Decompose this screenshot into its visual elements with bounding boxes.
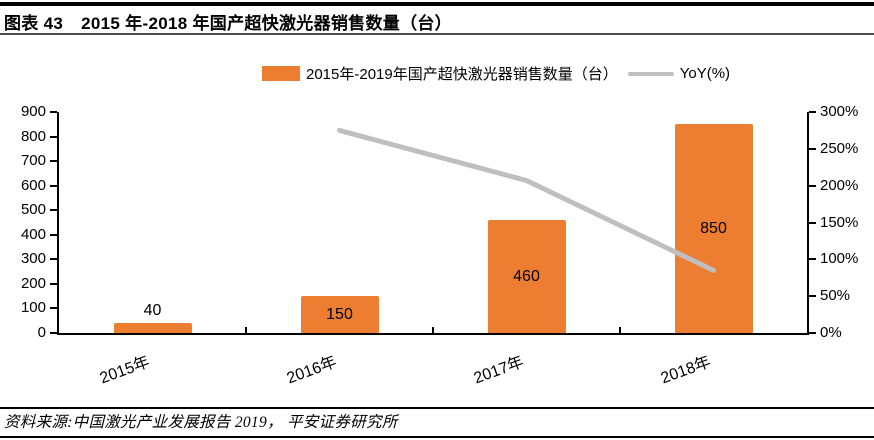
line-series-label: YoY(%)	[679, 65, 731, 82]
x-axis	[57, 333, 809, 335]
y-axis-left-label: 900	[20, 103, 46, 120]
bar-series-label: 2015年-2019年国产超快激光器销售数量（台）	[306, 66, 618, 83]
y-axis-right-label: 200%	[820, 176, 859, 194]
y-axis-left-tick	[50, 233, 57, 236]
y-axis-right	[807, 112, 809, 335]
y-axis-right-tick	[809, 111, 816, 113]
footer-divider-top	[0, 407, 874, 409]
y-axis-right-tick	[809, 258, 816, 261]
y-axis-left-tick	[50, 282, 57, 285]
y-axis-right-label: 250%	[820, 139, 859, 157]
bar-value-label: 850	[700, 219, 727, 237]
line-series-swatch	[627, 71, 674, 76]
y-axis-left-tick	[50, 184, 57, 187]
x-axis-tick	[619, 327, 621, 333]
y-axis-right-tick	[809, 295, 816, 298]
chart-legend: 2015年-2019年国产超快激光器销售数量（台） YoY(%)	[262, 63, 730, 84]
y-axis-left-label: 200	[20, 274, 46, 292]
top-divider	[0, 2, 874, 6]
footer-divider-bottom	[0, 436, 874, 438]
y-axis-left-label: 500	[20, 201, 46, 219]
bar	[113, 323, 192, 333]
y-axis-right-label: 150%	[820, 213, 859, 231]
x-axis-tick	[245, 327, 247, 333]
y-axis-left-tick	[50, 332, 57, 334]
figure-title-text: 2015 年-2018 年国产超快激光器销售数量（台）	[81, 14, 452, 33]
y-axis-left-label: 700	[20, 152, 46, 170]
y-axis-left-tick	[50, 209, 57, 212]
y-axis-left-tick	[50, 307, 57, 310]
bar	[300, 296, 379, 333]
y-axis-right-label: 100%	[820, 250, 859, 268]
bar-value-label: 460	[513, 267, 540, 285]
figure-title: 图表 43 2015 年-2018 年国产超快激光器销售数量（台）	[4, 9, 870, 34]
y-axis-left-label: 0	[37, 324, 46, 341]
y-axis-left-label: 600	[20, 176, 46, 194]
x-axis-category-label: 2017年	[471, 353, 526, 388]
bar-value-label: 150	[326, 305, 353, 323]
bar-series-swatch	[262, 66, 300, 81]
y-axis-left-tick	[50, 111, 57, 113]
x-axis-category-label: 2018年	[658, 353, 713, 388]
x-axis-tick	[432, 327, 434, 333]
y-axis-right-tick	[809, 221, 816, 224]
y-axis-right-tick	[809, 147, 816, 150]
y-axis-left	[57, 112, 59, 335]
x-axis-category-label: 2015年	[97, 353, 152, 388]
y-axis-left-label: 400	[20, 225, 46, 243]
y-axis-right-label: 0%	[820, 324, 842, 341]
source-note: 资料来源:中国激光产业发展报告 2019， 平安证券研究所	[4, 414, 398, 431]
y-axis-left-tick	[50, 135, 57, 138]
x-axis-category-label: 2016年	[284, 353, 339, 388]
y-axis-left-tick	[50, 160, 57, 163]
y-axis-left-label: 300	[20, 250, 46, 268]
y-axis-left-label: 100	[20, 299, 46, 317]
y-axis-right-label: 300%	[820, 103, 859, 120]
figure-number: 图表 43	[4, 14, 64, 33]
y-axis-right-tick	[809, 332, 816, 334]
bar-value-label: 40	[143, 302, 162, 320]
y-axis-left-tick	[50, 258, 57, 261]
y-axis-left-label: 800	[20, 127, 46, 145]
y-axis-right-label: 50%	[820, 287, 851, 305]
y-axis-right-tick	[809, 184, 816, 187]
title-divider	[0, 33, 874, 35]
